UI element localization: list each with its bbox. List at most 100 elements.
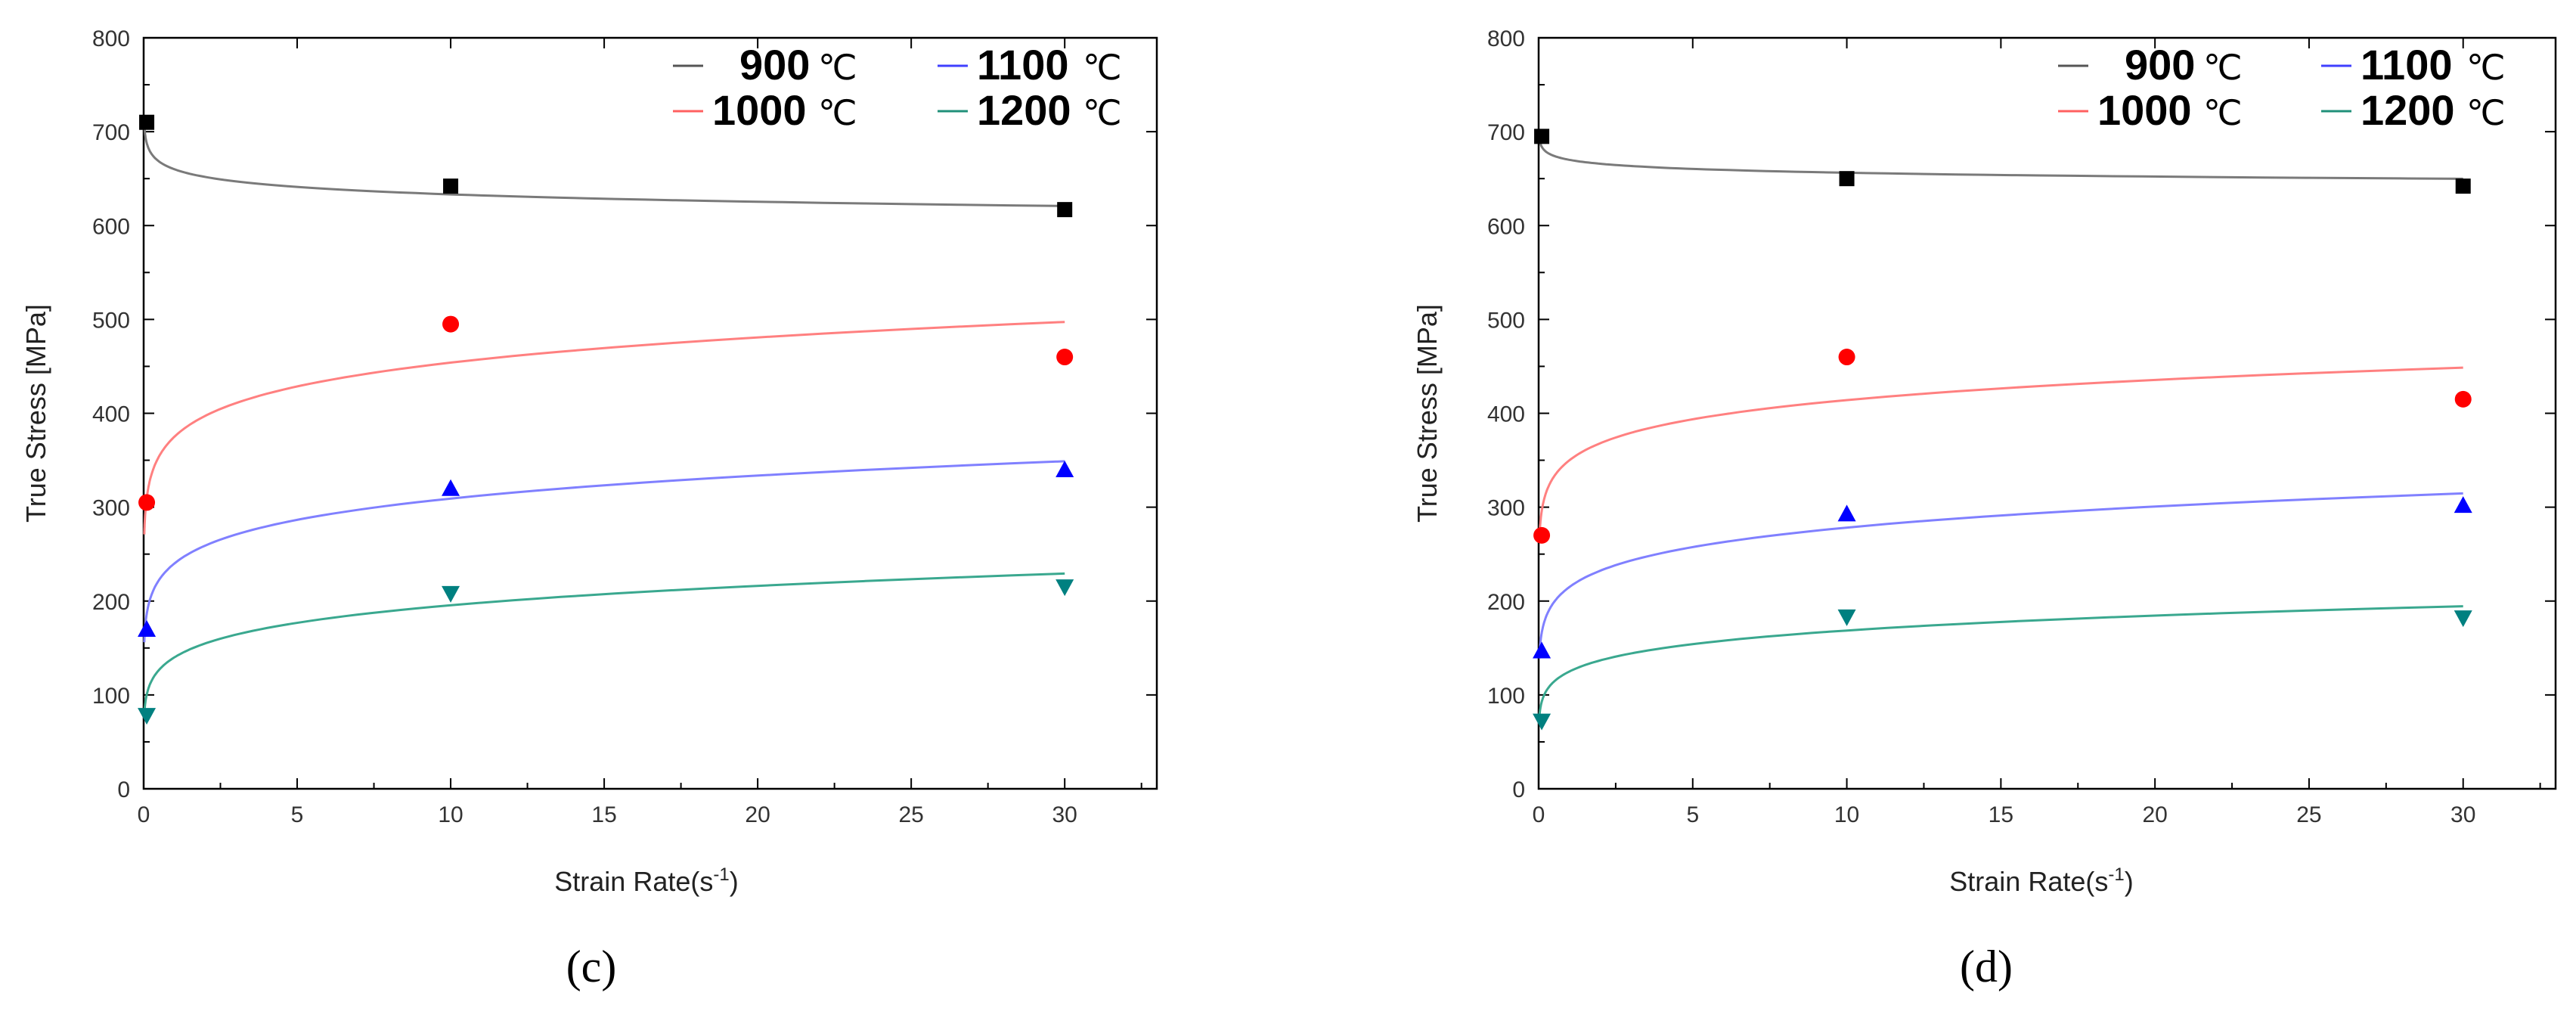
fit-curve-1000: [143, 321, 1065, 535]
legend-unit-1200: ℃: [2466, 92, 2506, 133]
x-tick-label: 10: [438, 802, 463, 827]
data-point-square: [1534, 129, 1550, 144]
x-tick-label: 5: [291, 802, 304, 827]
fit-curve-1100: [143, 460, 1065, 643]
y-tick-label: 800: [92, 26, 130, 51]
y-tick-label: 300: [1487, 496, 1525, 521]
data-point-triangle-down: [1837, 609, 1856, 626]
fit-curve-1200: [143, 572, 1065, 715]
data-point-square: [1839, 171, 1855, 187]
panel-label: (c): [566, 942, 617, 991]
y-tick-label: 700: [1487, 120, 1525, 145]
legend-label-1100: 1100: [977, 41, 1069, 88]
y-tick-label: 800: [1487, 26, 1525, 51]
y-tick-label: 200: [92, 590, 130, 615]
data-point-circle: [1838, 349, 1855, 366]
legend-label-1200: 1200: [977, 86, 1071, 134]
legend-unit-900: ℃: [818, 47, 857, 88]
y-tick-label: 700: [92, 120, 130, 145]
x-axis-title-sup: -1: [2108, 864, 2124, 885]
plot-frame: [1537, 36, 2557, 790]
y-tick-label: 0: [117, 777, 130, 802]
data-point-triangle-down: [442, 585, 460, 603]
x-axis-title-end: ): [2125, 866, 2134, 897]
legend-unit-1200: ℃: [1083, 92, 1122, 133]
x-tick-label: 15: [591, 802, 616, 827]
fit-curve-900: [1538, 137, 2463, 180]
y-tick-label: 400: [92, 402, 130, 427]
data-point-triangle-up: [1533, 641, 1551, 659]
panel-label: (d): [1960, 942, 2013, 991]
x-axis-title-main: Strain Rate(s: [1949, 866, 2108, 897]
y-tick-label: 500: [1487, 308, 1525, 333]
data-point-circle: [138, 494, 156, 511]
data-point-triangle-up: [1056, 460, 1074, 477]
x-tick-label: 25: [898, 802, 923, 827]
legend-label-1000: 1000: [2097, 86, 2192, 134]
y-tick-label: 100: [1487, 684, 1525, 709]
legend-unit-1100: ℃: [1083, 47, 1122, 88]
data-point-triangle-up: [442, 479, 460, 496]
data-point-triangle-down: [1056, 579, 1074, 597]
data-point-circle: [442, 315, 460, 333]
y-tick-label: 400: [1487, 402, 1525, 427]
data-point-triangle-up: [1837, 504, 1856, 522]
x-tick-label: 0: [138, 802, 150, 827]
x-axis-title-end: ): [730, 866, 739, 897]
y-tick-label: 100: [92, 684, 130, 709]
y-tick-label: 500: [92, 308, 130, 333]
data-point-triangle-up: [138, 619, 157, 637]
data-point-square: [443, 178, 459, 194]
y-axis-title: True Stress [MPa]: [20, 304, 51, 523]
data-point-circle: [1056, 349, 1074, 366]
x-axis-title: Strain Rate(s-1): [1949, 864, 2133, 897]
y-tick-label: 300: [92, 496, 130, 521]
legend-label-1100: 1100: [2361, 41, 2453, 88]
y-axis-title: True Stress [MPa]: [1412, 304, 1443, 523]
legend-unit-900: ℃: [2203, 47, 2243, 88]
y-tick-label: 200: [1487, 590, 1525, 615]
chart-panel-1: 0 5 10 15 20 25 300100200300400500600700800Str…: [1412, 26, 2557, 991]
fit-curve-900: [143, 123, 1065, 207]
data-point-triangle-down: [1533, 713, 1551, 731]
y-tick-label: 600: [1487, 214, 1525, 239]
plot-frame: [142, 36, 1158, 790]
legend-label-900: 900: [739, 41, 810, 88]
x-tick-label: 5: [1686, 802, 1699, 827]
fit-curve-1000: [1538, 366, 2463, 542]
x-tick-label: 30: [2450, 802, 2475, 827]
x-axis-title-main: Strain Rate(s: [554, 866, 713, 897]
x-axis-title: Strain Rate(s-1): [554, 864, 738, 897]
legend-unit-1000: ℃: [2203, 92, 2243, 133]
legend-label-1200: 1200: [2361, 86, 2455, 134]
data-point-triangle-down: [2454, 610, 2472, 628]
data-point-square: [1057, 202, 1073, 218]
data-point-triangle-up: [2454, 496, 2472, 514]
fit-curve-1200: [1538, 605, 2463, 718]
data-point-square: [139, 114, 155, 130]
legend-label-900: 900: [2125, 41, 2195, 88]
fit-curve-1100: [1538, 492, 2463, 659]
legend-unit-1000: ℃: [818, 92, 857, 133]
x-tick-label: 30: [1052, 802, 1077, 827]
x-axis-title-sup: -1: [713, 864, 729, 885]
data-point-triangle-down: [138, 708, 157, 725]
x-tick-label: 20: [745, 802, 770, 827]
x-tick-label: 15: [1989, 802, 2013, 827]
data-point-circle: [1533, 526, 1551, 544]
x-tick-label: 20: [2142, 802, 2167, 827]
y-tick-label: 0: [1512, 777, 1525, 802]
x-tick-label: 25: [2296, 802, 2321, 827]
y-tick-label: 600: [92, 214, 130, 239]
x-tick-label: 0: [1533, 802, 1545, 827]
chart-panel-0: 0 5 10 15 20 25 300100200300400500600700800Str…: [20, 26, 1158, 991]
x-tick-label: 10: [1834, 802, 1859, 827]
legend-unit-1100: ℃: [2466, 47, 2506, 88]
data-point-square: [2455, 178, 2471, 194]
data-point-circle: [2454, 390, 2472, 408]
legend-label-1000: 1000: [712, 86, 807, 134]
